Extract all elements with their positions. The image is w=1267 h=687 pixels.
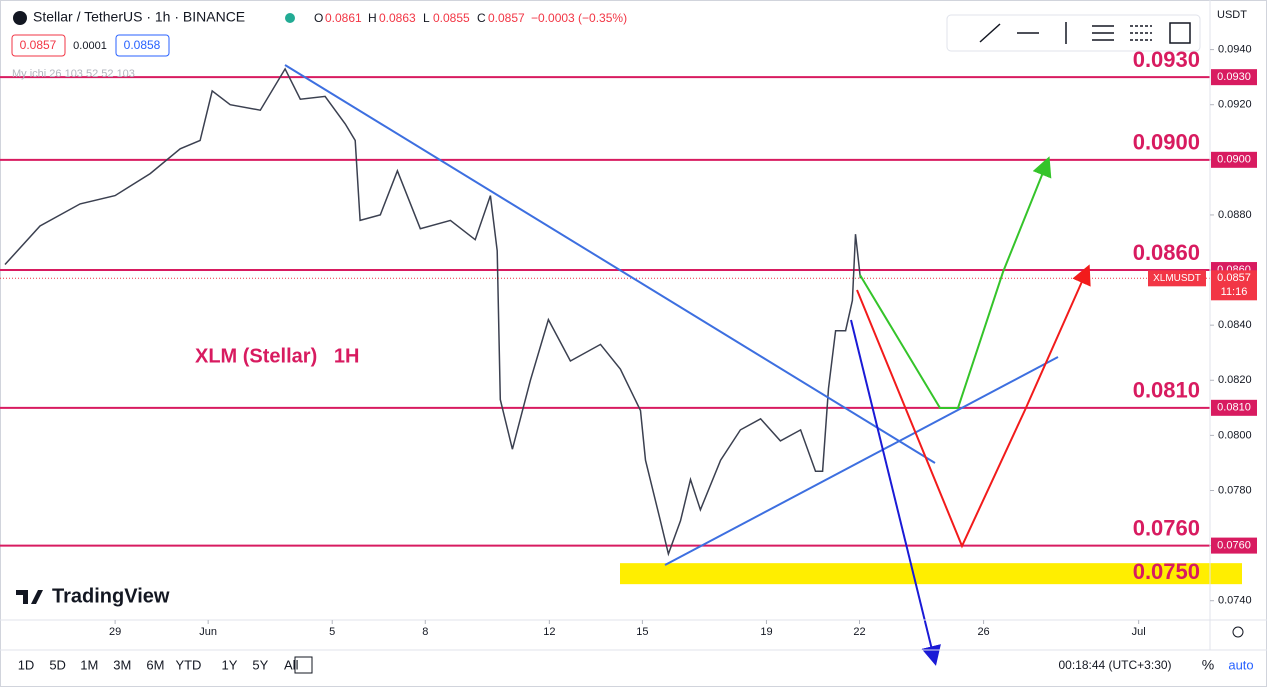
level-label: 0.0810	[1133, 378, 1200, 403]
level-badge	[1211, 399, 1257, 416]
range-button[interactable]: 1M	[80, 657, 98, 672]
symbol-icon	[13, 11, 27, 25]
status-dot	[285, 13, 295, 23]
level-label: 0.0760	[1133, 515, 1200, 540]
arrow	[859, 156, 1052, 409]
countdown: 11:16	[1221, 286, 1248, 298]
level-badge-label: 0.0900	[1217, 154, 1251, 166]
drawing-toolbar	[946, 14, 1201, 52]
x-tick-label: 5	[329, 626, 335, 638]
last-price-badge	[1211, 270, 1257, 301]
price-line	[4, 67, 862, 557]
arrow	[856, 264, 1091, 549]
range-button[interactable]: 1D	[18, 657, 35, 672]
y-tick-label: 0.0840	[1218, 319, 1252, 331]
settings-button[interactable]	[1232, 626, 1244, 638]
symbol[interactable]: Stellar / TetherUS · 1h · BINANCE	[33, 9, 245, 25]
arrow	[850, 319, 941, 666]
symbol-badge-label: XLMUSDT	[1153, 273, 1201, 284]
y-tick-label: 0.0800	[1218, 429, 1252, 441]
trendline	[664, 356, 1059, 566]
tool-rect[interactable]	[1169, 22, 1191, 44]
ohlc-label: H	[368, 11, 377, 25]
y-tick-label: 0.0820	[1218, 374, 1252, 386]
tool-fib[interactable]	[1092, 25, 1114, 41]
level-badge-label: 0.0810	[1217, 402, 1251, 414]
ohlc-label: O	[314, 11, 323, 25]
level-badge	[1211, 537, 1257, 554]
support-zone	[620, 563, 1242, 585]
buy-button[interactable]	[115, 34, 170, 57]
auto-toggle[interactable]: auto	[1228, 657, 1253, 672]
ohlc-value: 0.0857	[488, 11, 525, 25]
y-tick-label: 0.0880	[1218, 209, 1252, 221]
y-tick-label: 0.0740	[1218, 595, 1252, 607]
ohlc-value: 0.0863	[379, 11, 416, 25]
x-tick-label: 12	[543, 626, 555, 638]
ohlc-value: 0.0861	[325, 11, 362, 25]
level-badge-label: 0.0760	[1217, 540, 1251, 552]
drawings	[284, 64, 1091, 666]
percent-toggle[interactable]: %	[1202, 657, 1214, 673]
tool-trendline[interactable]	[979, 23, 1001, 43]
level-label: 0.0860	[1133, 240, 1200, 265]
range-button[interactable]: 6M	[146, 657, 164, 672]
y-tick-label: 0.0780	[1218, 484, 1252, 496]
watermark: TradingView	[52, 585, 170, 607]
clock: 00:18:44 (UTC+3:30)	[1058, 658, 1171, 672]
trendline	[284, 64, 936, 464]
toolbar	[946, 14, 1201, 52]
watermark-logo	[16, 590, 43, 604]
x-tick-label: 26	[977, 626, 989, 638]
sell-price: 0.0857	[20, 38, 57, 52]
range-button[interactable]: 5D	[49, 657, 66, 672]
x-tick-label: 19	[760, 626, 772, 638]
sell-button[interactable]	[11, 34, 66, 57]
ohlc-label: C	[477, 11, 486, 25]
level-badge	[1211, 151, 1257, 168]
last-price-label: 0.0857	[1217, 272, 1251, 284]
x-tick-label: 8	[422, 626, 428, 638]
spread: 0.0001	[73, 40, 107, 52]
ohlc-label: L	[423, 11, 430, 25]
level-badge-label: 0.0930	[1217, 71, 1251, 83]
x-tick-label: Jun	[199, 626, 217, 638]
symbol-badge	[1148, 270, 1206, 287]
x-tick-label: 15	[636, 626, 648, 638]
indicator[interactable]: My ichi 26 103 52 52 103	[12, 68, 135, 80]
zone-label: 0.0750	[1133, 559, 1200, 584]
currency[interactable]: USDT	[1217, 9, 1247, 21]
x-tick-label: Jul	[1132, 626, 1146, 638]
ohlc-value: 0.0855	[433, 11, 470, 25]
annotation: XLM (Stellar) 1H	[195, 345, 359, 367]
date-range-button[interactable]	[294, 656, 313, 674]
range-button[interactable]: 1Y	[221, 657, 237, 672]
x-tick-label: 22	[853, 626, 865, 638]
range-button[interactable]: All	[284, 657, 299, 672]
level-badge	[1211, 69, 1257, 86]
range-button[interactable]: 5Y	[252, 657, 268, 672]
range-button[interactable]: YTD	[175, 657, 201, 672]
y-tick-label: 0.0940	[1218, 44, 1252, 56]
y-tick-label: 0.0920	[1218, 99, 1252, 111]
x-tick-label: 29	[109, 626, 121, 638]
change: −0.0003 (−0.35%)	[531, 11, 627, 25]
tool-channel[interactable]	[1130, 25, 1152, 41]
level-label: 0.0900	[1133, 130, 1200, 155]
range-button[interactable]: 3M	[113, 657, 131, 672]
buy-price: 0.0858	[124, 38, 161, 52]
